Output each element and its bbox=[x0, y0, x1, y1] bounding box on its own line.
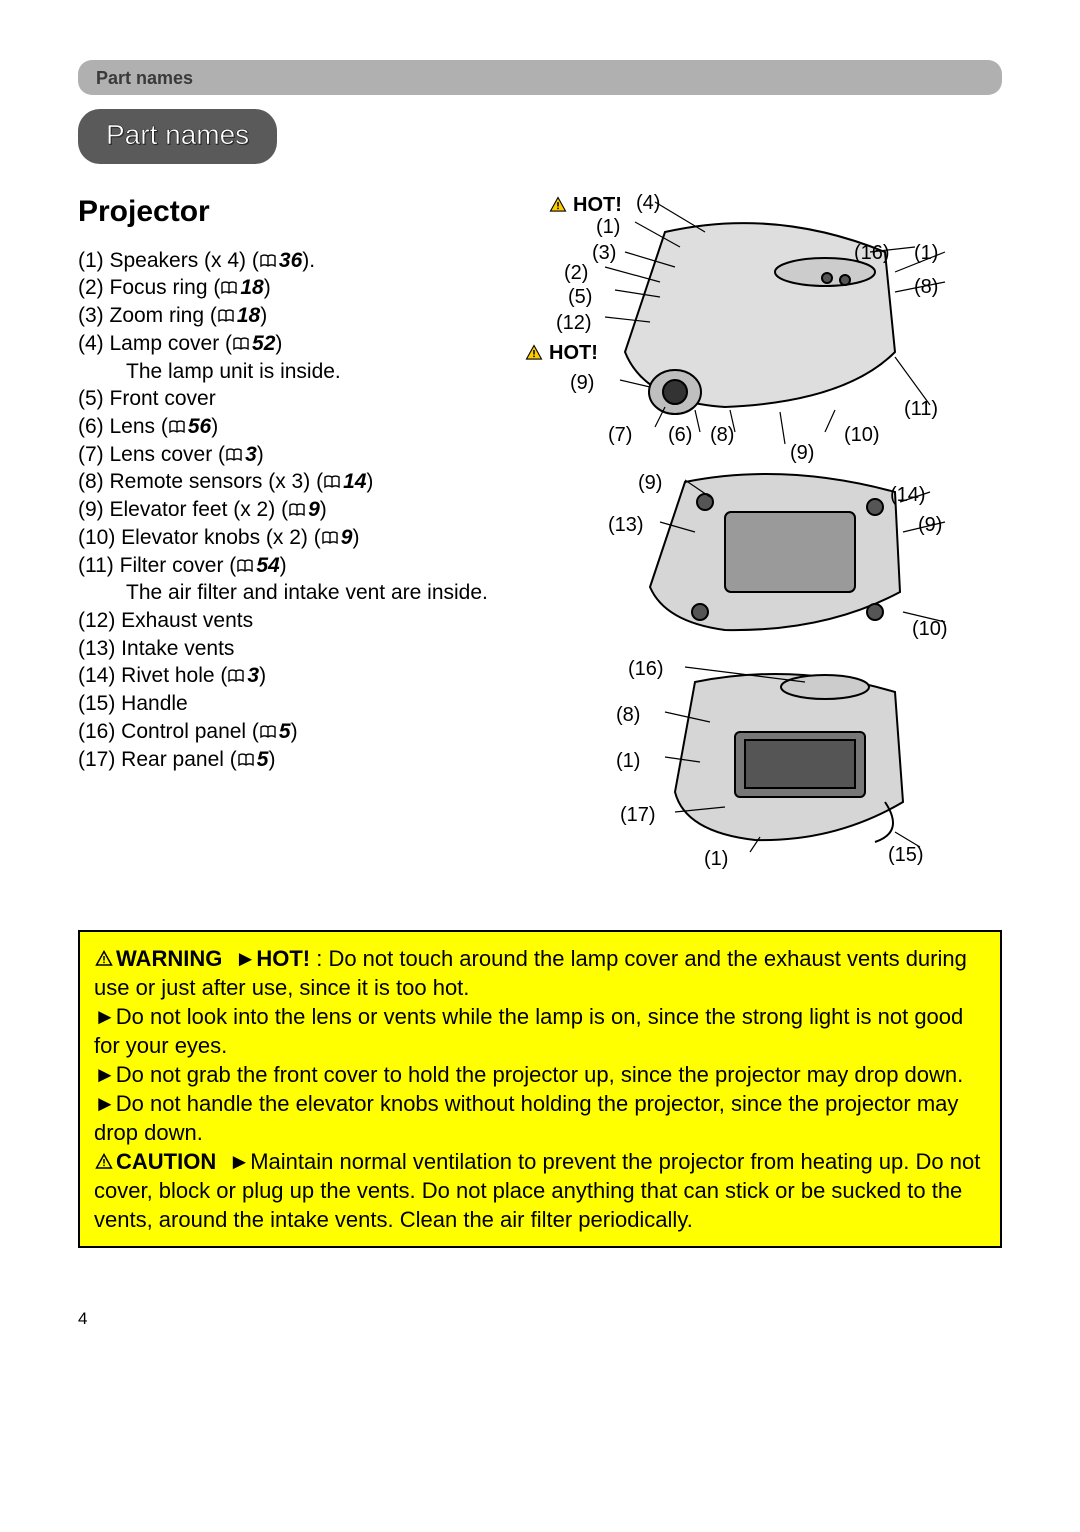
breadcrumb-bar: Part names bbox=[78, 60, 1002, 95]
caution-label: CAUTION bbox=[116, 1149, 216, 1174]
main-row: Projector (1) Speakers (x 4) (36).(2) Fo… bbox=[78, 192, 1002, 912]
caution-text: Maintain normal ventilation to prevent t… bbox=[94, 1149, 980, 1232]
callout: (1) bbox=[704, 846, 728, 872]
arrow-icon: ► bbox=[235, 946, 257, 971]
parts-list-subitem: The air filter and intake vent are insid… bbox=[78, 579, 488, 607]
callout: (12) bbox=[556, 310, 592, 336]
callout: (9) bbox=[638, 470, 662, 496]
callout: (10) bbox=[912, 616, 948, 642]
parts-column: Projector (1) Speakers (x 4) (36).(2) Fo… bbox=[78, 192, 488, 912]
callout: (17) bbox=[620, 802, 656, 828]
parts-list-item: (2) Focus ring (18) bbox=[78, 274, 488, 302]
section-pill-label: Part names bbox=[106, 119, 249, 150]
projector-diagram: HOT! HOT! bbox=[508, 192, 1002, 912]
callout: (14) bbox=[890, 482, 926, 508]
callout: (1) bbox=[616, 748, 640, 774]
parts-list-item: (9) Elevator feet (x 2) (9) bbox=[78, 496, 488, 524]
diagram-column: HOT! HOT! bbox=[508, 192, 1002, 912]
warning-text: Do not handle the elevator knobs without… bbox=[94, 1091, 958, 1145]
callout: (15) bbox=[888, 842, 924, 868]
warning-line-1: WARNING ►HOT! : Do not touch around the … bbox=[94, 944, 986, 1002]
parts-list-subitem: The lamp unit is inside. bbox=[78, 358, 488, 386]
warning-line-4: ►Do not handle the elevator knobs withou… bbox=[94, 1089, 986, 1147]
arrow-icon: ► bbox=[94, 1062, 116, 1087]
callout: (3) bbox=[592, 240, 616, 266]
callout: (16) bbox=[628, 656, 664, 682]
parts-list-item: (7) Lens cover (3) bbox=[78, 441, 488, 469]
warning-text: Do not look into the lens or vents while… bbox=[94, 1004, 963, 1058]
callout: (9) bbox=[790, 440, 814, 466]
callout: (8) bbox=[914, 274, 938, 300]
warning-icon bbox=[94, 1153, 114, 1171]
callout: (4) bbox=[636, 190, 660, 216]
section-pill: Part names bbox=[78, 109, 277, 163]
arrow-icon: ► bbox=[94, 1091, 116, 1116]
parts-list-item: (10) Elevator knobs (x 2) (9) bbox=[78, 524, 488, 552]
parts-list-item: (15) Handle bbox=[78, 690, 488, 718]
parts-list-item: (5) Front cover bbox=[78, 385, 488, 413]
parts-list-item: (8) Remote sensors (x 3) (14) bbox=[78, 468, 488, 496]
parts-list-item: (16) Control panel (5) bbox=[78, 718, 488, 746]
callout: (1) bbox=[596, 214, 620, 240]
parts-list-item: (3) Zoom ring (18) bbox=[78, 302, 488, 330]
callout: (8) bbox=[710, 422, 734, 448]
callout: (1) bbox=[914, 240, 938, 266]
warning-box: WARNING ►HOT! : Do not touch around the … bbox=[78, 930, 1002, 1248]
parts-list-item: (17) Rear panel (5) bbox=[78, 746, 488, 774]
parts-list-item: (13) Intake vents bbox=[78, 635, 488, 663]
parts-list-item: (6) Lens (56) bbox=[78, 413, 488, 441]
callout: (6) bbox=[668, 422, 692, 448]
warning-text: : Do not touch around the lamp cover and… bbox=[94, 946, 967, 1000]
page-number: 4 bbox=[78, 1308, 1002, 1330]
arrow-icon: ► bbox=[228, 1149, 250, 1174]
parts-list-item: (1) Speakers (x 4) (36). bbox=[78, 247, 488, 275]
warning-line-2: ►Do not look into the lens or vents whil… bbox=[94, 1002, 986, 1060]
warning-icon bbox=[94, 950, 114, 968]
section-title: Projector bbox=[78, 192, 488, 231]
parts-list-item: (11) Filter cover (54) bbox=[78, 552, 488, 580]
callout: (9) bbox=[918, 512, 942, 538]
callout: (10) bbox=[844, 422, 880, 448]
parts-list-item: (14) Rivet hole (3) bbox=[78, 662, 488, 690]
parts-list: (1) Speakers (x 4) (36).(2) Focus ring (… bbox=[78, 247, 488, 774]
callout: (9) bbox=[570, 370, 594, 396]
parts-list-item: (12) Exhaust vents bbox=[78, 607, 488, 635]
hot-label: HOT! bbox=[256, 946, 310, 971]
callout: (5) bbox=[568, 284, 592, 310]
caution-line: CAUTION ►Maintain normal ventilation to … bbox=[94, 1147, 986, 1234]
parts-list-item: (4) Lamp cover (52) bbox=[78, 330, 488, 358]
breadcrumb: Part names bbox=[96, 68, 193, 88]
callout: (8) bbox=[616, 702, 640, 728]
callout: (7) bbox=[608, 422, 632, 448]
callout: (2) bbox=[564, 260, 588, 286]
warning-text: Do not grab the front cover to hold the … bbox=[116, 1062, 963, 1087]
warning-line-3: ►Do not grab the front cover to hold the… bbox=[94, 1060, 986, 1089]
warning-label: WARNING bbox=[116, 946, 222, 971]
callout: (11) bbox=[904, 396, 938, 422]
callout: (16) bbox=[854, 240, 890, 266]
callout: (13) bbox=[608, 512, 644, 538]
arrow-icon: ► bbox=[94, 1004, 116, 1029]
